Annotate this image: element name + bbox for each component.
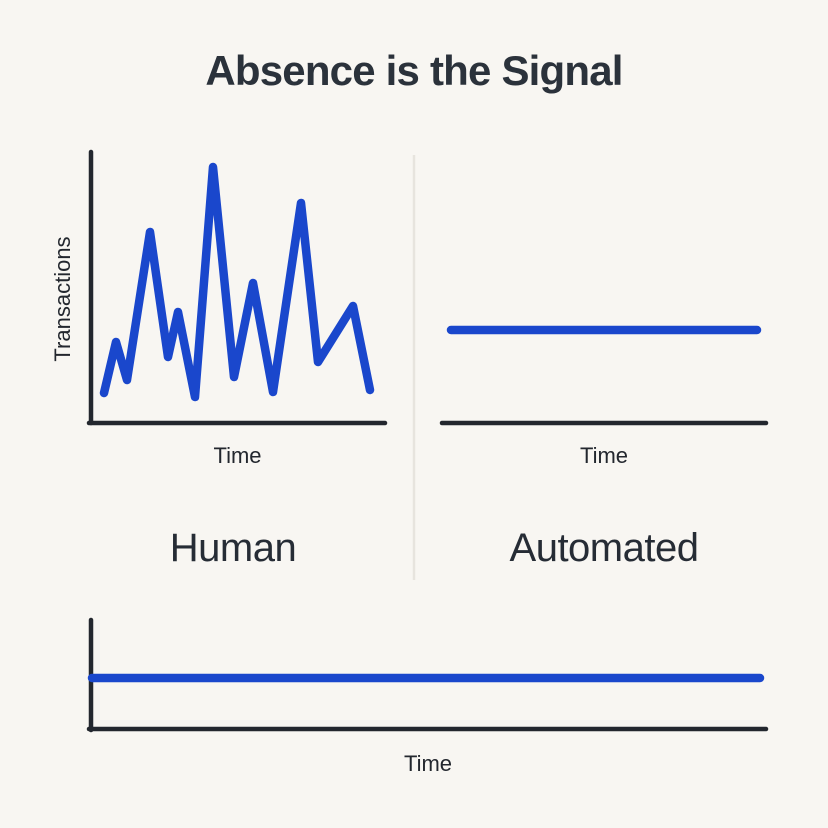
page-title: Absence is the Signal xyxy=(205,47,623,94)
left-chart-x-axis-label: Time xyxy=(213,443,262,468)
right-chart-group xyxy=(439,325,769,426)
bottom-chart-x-axis-label: Time xyxy=(403,751,453,776)
left-chart-y-axis-label: Transactions xyxy=(50,236,75,362)
right-panel-caption: Automated xyxy=(509,526,699,570)
bottom-chart-group xyxy=(86,617,769,733)
human-transactions-line xyxy=(99,162,375,402)
right-chart-x-axis-label: Time xyxy=(579,443,629,468)
left-panel-caption: Human xyxy=(169,526,297,570)
left-chart-group xyxy=(86,149,388,426)
